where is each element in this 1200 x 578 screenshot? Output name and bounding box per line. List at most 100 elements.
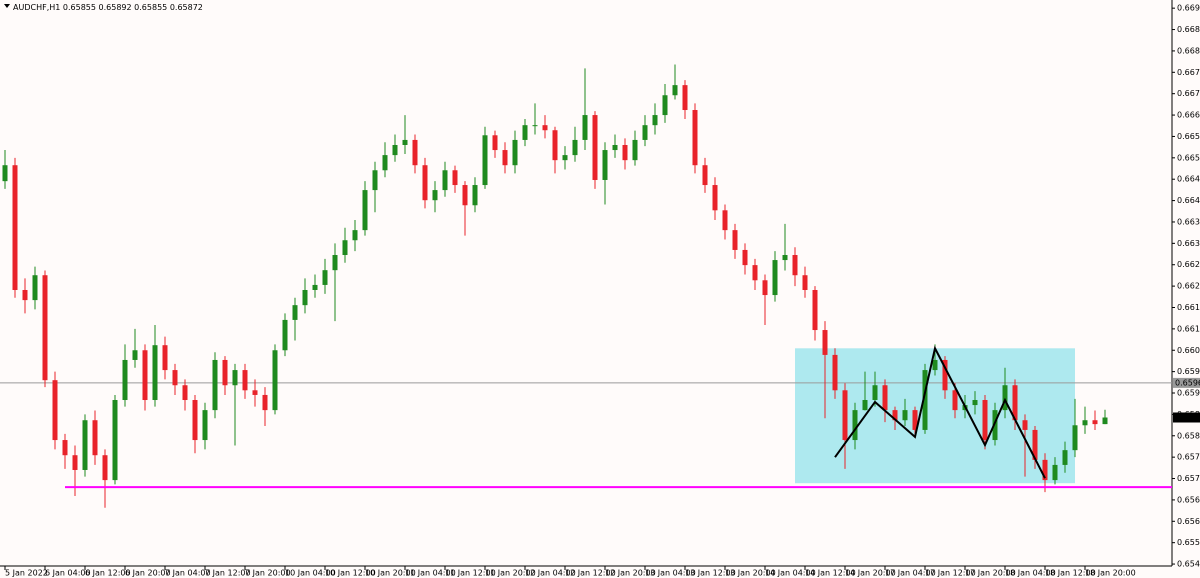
y-tick-label: 0.65935 (1177, 389, 1200, 398)
candle-body (662, 95, 668, 116)
candle-body (72, 455, 78, 470)
candle-body (2, 165, 8, 182)
candle-body (472, 185, 478, 206)
x-tick-label: 6 Jan 12:00 (85, 569, 131, 578)
x-tick-label: 10 Jan 04:00 (285, 569, 336, 578)
candle-body (272, 350, 278, 411)
candle-body (202, 410, 208, 441)
candle-body (422, 165, 428, 201)
reference-price-box (1173, 377, 1200, 388)
candle-body (22, 289, 28, 301)
x-tick-label: 12 Jan 20:00 (605, 569, 656, 578)
y-tick-label: 0.66815 (1177, 46, 1200, 55)
x-tick-label: 13 Jan 04:00 (645, 569, 696, 578)
candle-body (132, 350, 138, 360)
candle-body (892, 410, 898, 421)
y-tick-label: 0.66430 (1177, 196, 1200, 205)
y-tick-label: 0.66320 (1177, 239, 1200, 248)
candle-body (362, 190, 368, 231)
candle-body (402, 139, 408, 145)
candle-body (672, 85, 678, 96)
candle-body (522, 125, 528, 140)
candle-body (102, 455, 108, 481)
candle-body (52, 380, 58, 441)
candle-body (262, 394, 268, 411)
x-tick-label: 6 Jan 20:00 (125, 569, 171, 578)
y-tick-label: 0.66925 (1177, 4, 1200, 13)
candle-body (742, 249, 748, 266)
x-tick-label: 14 Jan 12:00 (805, 569, 856, 578)
candle-body (42, 275, 48, 381)
candle-body (502, 150, 508, 166)
y-tick-label: 0.65990 (1177, 367, 1200, 376)
candle-body (722, 210, 728, 231)
reference-price-label: 0.65961 (1175, 378, 1200, 387)
candle-body (692, 110, 698, 166)
candle-body (702, 165, 708, 186)
candle-body (232, 370, 238, 386)
candle-body (412, 139, 418, 166)
candle-body (12, 165, 18, 290)
candle-body (582, 115, 588, 140)
candle-body (122, 359, 128, 401)
candle-body (292, 305, 298, 320)
x-tick-label: 12 Jan 12:00 (565, 569, 616, 578)
candle-body (222, 359, 228, 386)
candle-body (1092, 420, 1098, 425)
candle-body (712, 185, 718, 211)
x-tick-label: 18 Jan 20:00 (1085, 569, 1136, 578)
candle-body (902, 410, 908, 421)
x-tick-label: 13 Jan 20:00 (725, 569, 776, 578)
candle-body (332, 255, 338, 271)
candle-body (1012, 385, 1018, 421)
candle-body (1072, 425, 1078, 451)
candle-body (212, 359, 218, 411)
y-tick-label: 0.65550 (1177, 538, 1200, 547)
candle-body (932, 359, 938, 371)
candle-body (182, 385, 188, 401)
candle-body (912, 410, 918, 430)
y-tick-label: 0.65715 (1177, 474, 1200, 483)
candle-body (562, 155, 568, 161)
candle-body (552, 130, 558, 161)
zigzag-line (834, 345, 1046, 479)
y-tick-label: 0.66595 (1177, 132, 1200, 141)
candle-body (862, 400, 868, 411)
candle-body (942, 359, 948, 391)
last-low: 0.65855 (134, 3, 167, 12)
x-tick-label: 12 Jan 04:00 (525, 569, 576, 578)
candle-body (542, 125, 548, 131)
x-tick-label: 17 Jan 12:00 (925, 569, 976, 578)
candle-body (32, 275, 38, 301)
last-price-label: 0.65872 (1175, 413, 1200, 422)
x-tick-label: 7 Jan 04:00 (165, 569, 211, 578)
candle-body (252, 390, 258, 395)
x-tick-label: 11 Jan 12:00 (445, 569, 496, 578)
x-tick-label: 17 Jan 20:00 (965, 569, 1016, 578)
candle-body (512, 139, 518, 166)
candle-body (592, 115, 598, 180)
candle-body (1102, 417, 1108, 425)
candle-body (882, 385, 888, 411)
x-tick-label: 17 Jan 04:00 (885, 569, 936, 578)
y-tick-label: 0.66155 (1177, 303, 1200, 312)
candle-body (1052, 464, 1058, 481)
candle-body (782, 255, 788, 261)
candle-body (1082, 420, 1088, 426)
candle-body (982, 400, 988, 441)
candle-body (112, 400, 118, 481)
chart-header: AUDCHF,H1 0.65855 0.65892 0.65855 0.6587… (13, 3, 203, 12)
candle-body (92, 420, 98, 456)
candle-body (82, 420, 88, 470)
y-tick-label: 0.65660 (1177, 495, 1200, 504)
x-tick-label: 10 Jan 12:00 (325, 569, 376, 578)
candle-body (172, 370, 178, 386)
x-tick-label: 18 Jan 04:00 (1005, 569, 1056, 578)
x-tick-label: 13 Jan 12:00 (685, 569, 736, 578)
candle-body (302, 289, 308, 306)
candle-body (492, 135, 498, 151)
candle-body (752, 265, 758, 281)
candle-body (842, 390, 848, 441)
y-tick-label: 0.66870 (1177, 25, 1200, 34)
x-tick-label: 5 Jan 2022 (5, 569, 48, 578)
